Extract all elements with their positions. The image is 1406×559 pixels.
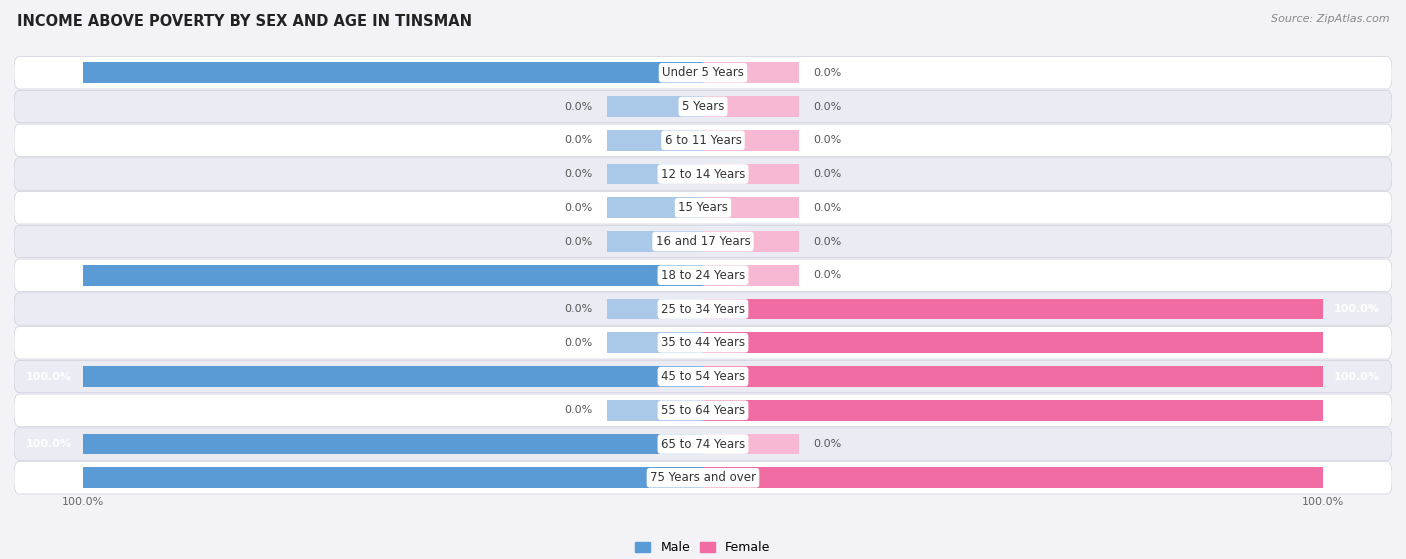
Text: 100.0%: 100.0%	[62, 497, 104, 507]
Bar	[703, 231, 800, 252]
Text: 0.0%: 0.0%	[565, 236, 593, 247]
FancyBboxPatch shape	[14, 259, 1392, 291]
FancyBboxPatch shape	[14, 361, 1392, 393]
Text: 0.0%: 0.0%	[565, 304, 593, 314]
Bar	[606, 164, 703, 184]
Legend: Male, Female: Male, Female	[630, 537, 776, 559]
Text: 100.0%: 100.0%	[1334, 473, 1381, 483]
FancyBboxPatch shape	[14, 462, 1392, 494]
FancyBboxPatch shape	[14, 326, 1392, 359]
FancyBboxPatch shape	[14, 394, 1392, 427]
Bar	[703, 332, 1323, 353]
Text: 16 and 17 Years: 16 and 17 Years	[655, 235, 751, 248]
Bar	[703, 130, 800, 151]
Bar	[703, 400, 1323, 421]
Bar	[83, 467, 703, 488]
Text: 0.0%: 0.0%	[813, 102, 841, 112]
FancyBboxPatch shape	[14, 56, 1392, 89]
FancyBboxPatch shape	[14, 225, 1392, 258]
Text: 0.0%: 0.0%	[813, 236, 841, 247]
Text: 100.0%: 100.0%	[1334, 372, 1381, 382]
Text: 75 Years and over: 75 Years and over	[650, 471, 756, 484]
Text: 0.0%: 0.0%	[813, 169, 841, 179]
Text: 0.0%: 0.0%	[565, 135, 593, 145]
Text: 100.0%: 100.0%	[25, 372, 72, 382]
Bar	[703, 197, 800, 218]
Text: 35 to 44 Years: 35 to 44 Years	[661, 337, 745, 349]
Text: Source: ZipAtlas.com: Source: ZipAtlas.com	[1271, 14, 1389, 24]
Bar	[606, 299, 703, 320]
Bar	[703, 366, 1323, 387]
Text: 100.0%: 100.0%	[25, 68, 72, 78]
Bar	[606, 231, 703, 252]
Text: 55 to 64 Years: 55 to 64 Years	[661, 404, 745, 417]
Text: 25 to 34 Years: 25 to 34 Years	[661, 302, 745, 315]
FancyBboxPatch shape	[14, 91, 1392, 123]
Text: 0.0%: 0.0%	[565, 203, 593, 213]
Bar	[83, 366, 703, 387]
FancyBboxPatch shape	[14, 428, 1392, 460]
Text: 0.0%: 0.0%	[813, 203, 841, 213]
Text: 0.0%: 0.0%	[813, 135, 841, 145]
Text: 0.0%: 0.0%	[813, 271, 841, 280]
Bar	[83, 265, 703, 286]
Text: 100.0%: 100.0%	[1334, 405, 1381, 415]
Text: 100.0%: 100.0%	[1334, 304, 1381, 314]
Text: INCOME ABOVE POVERTY BY SEX AND AGE IN TINSMAN: INCOME ABOVE POVERTY BY SEX AND AGE IN T…	[17, 14, 472, 29]
Text: Under 5 Years: Under 5 Years	[662, 67, 744, 79]
Bar	[606, 400, 703, 421]
Text: 0.0%: 0.0%	[565, 405, 593, 415]
Text: 12 to 14 Years: 12 to 14 Years	[661, 168, 745, 181]
FancyBboxPatch shape	[14, 293, 1392, 325]
Text: 100.0%: 100.0%	[1334, 338, 1381, 348]
Bar	[606, 96, 703, 117]
Text: 0.0%: 0.0%	[565, 102, 593, 112]
Bar	[703, 467, 1323, 488]
Text: 100.0%: 100.0%	[25, 439, 72, 449]
Text: 18 to 24 Years: 18 to 24 Years	[661, 269, 745, 282]
Bar	[703, 62, 800, 83]
Bar	[83, 434, 703, 454]
Text: 0.0%: 0.0%	[813, 439, 841, 449]
Bar	[83, 62, 703, 83]
Text: 100.0%: 100.0%	[1302, 497, 1344, 507]
Text: 0.0%: 0.0%	[813, 68, 841, 78]
Text: 5 Years: 5 Years	[682, 100, 724, 113]
Bar	[703, 96, 800, 117]
FancyBboxPatch shape	[14, 192, 1392, 224]
Bar	[703, 299, 1323, 320]
Bar	[703, 265, 800, 286]
FancyBboxPatch shape	[14, 124, 1392, 157]
Text: 65 to 74 Years: 65 to 74 Years	[661, 438, 745, 451]
Bar	[703, 164, 800, 184]
Text: 45 to 54 Years: 45 to 54 Years	[661, 370, 745, 383]
FancyBboxPatch shape	[14, 158, 1392, 190]
Text: 100.0%: 100.0%	[25, 271, 72, 280]
Text: 100.0%: 100.0%	[25, 473, 72, 483]
Text: 0.0%: 0.0%	[565, 169, 593, 179]
Bar	[606, 197, 703, 218]
Bar	[703, 434, 800, 454]
Text: 0.0%: 0.0%	[565, 338, 593, 348]
Bar	[606, 332, 703, 353]
Text: 15 Years: 15 Years	[678, 201, 728, 214]
Bar	[606, 130, 703, 151]
Text: 6 to 11 Years: 6 to 11 Years	[665, 134, 741, 147]
